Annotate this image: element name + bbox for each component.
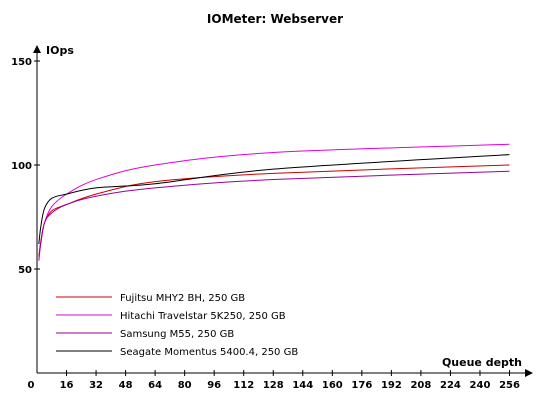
x-tick-label: 32 xyxy=(89,380,103,391)
y-tick-label: 150 xyxy=(11,57,32,68)
series-lines xyxy=(38,143,510,261)
legend-label: Seagate Momentus 5400.4, 250 GB xyxy=(120,347,298,358)
series-line-1 xyxy=(38,164,510,257)
x-ticks: 0 16 32 48 64 80 96 112 128 144 160 176 192 208 224 240… xyxy=(28,370,520,391)
x-axis-title: Queue depth xyxy=(442,356,522,369)
x-tick-label: 48 xyxy=(119,380,133,391)
series-line-2 xyxy=(38,143,510,257)
series-line-4 xyxy=(38,154,510,245)
x-tick-label: 208 xyxy=(410,380,431,391)
x-tick-label: 96 xyxy=(207,380,221,391)
x-tick-label: 112 xyxy=(233,380,254,391)
chart-title: IOMeter: Webserver xyxy=(207,12,343,26)
x-tick-label: 224 xyxy=(440,380,461,391)
x-tick-label: 16 xyxy=(60,380,74,391)
y-tick-label: 50 xyxy=(18,265,32,276)
x-tick-label: 0 xyxy=(28,380,35,391)
legend: Fujitsu MHY2 BH, 250 GB Hitachi Travelsta… xyxy=(56,293,298,358)
legend-label: Hitachi Travelstar 5K250, 250 GB xyxy=(120,311,286,322)
x-tick-label: 176 xyxy=(351,380,372,391)
x-tick-label: 240 xyxy=(470,380,491,391)
y-tick-label: 100 xyxy=(11,161,32,172)
x-tick-label: 160 xyxy=(322,380,343,391)
x-tick-label: 64 xyxy=(148,380,162,391)
series-line-3 xyxy=(38,170,510,261)
legend-label: Fujitsu MHY2 BH, 250 GB xyxy=(120,293,245,304)
x-tick-label: 128 xyxy=(263,380,284,391)
y-axis-title: IOps xyxy=(46,44,74,57)
x-tick-label: 256 xyxy=(499,380,520,391)
x-tick-label: 144 xyxy=(292,380,313,391)
x-axis-arrow xyxy=(525,369,533,377)
y-axis-arrow xyxy=(33,45,41,53)
axes xyxy=(33,45,533,377)
y-ticks: 50 100 150 xyxy=(11,57,40,276)
x-tick-label: 80 xyxy=(178,380,192,391)
x-tick-label: 192 xyxy=(381,380,402,391)
legend-label: Samsung M55, 250 GB xyxy=(120,329,234,340)
